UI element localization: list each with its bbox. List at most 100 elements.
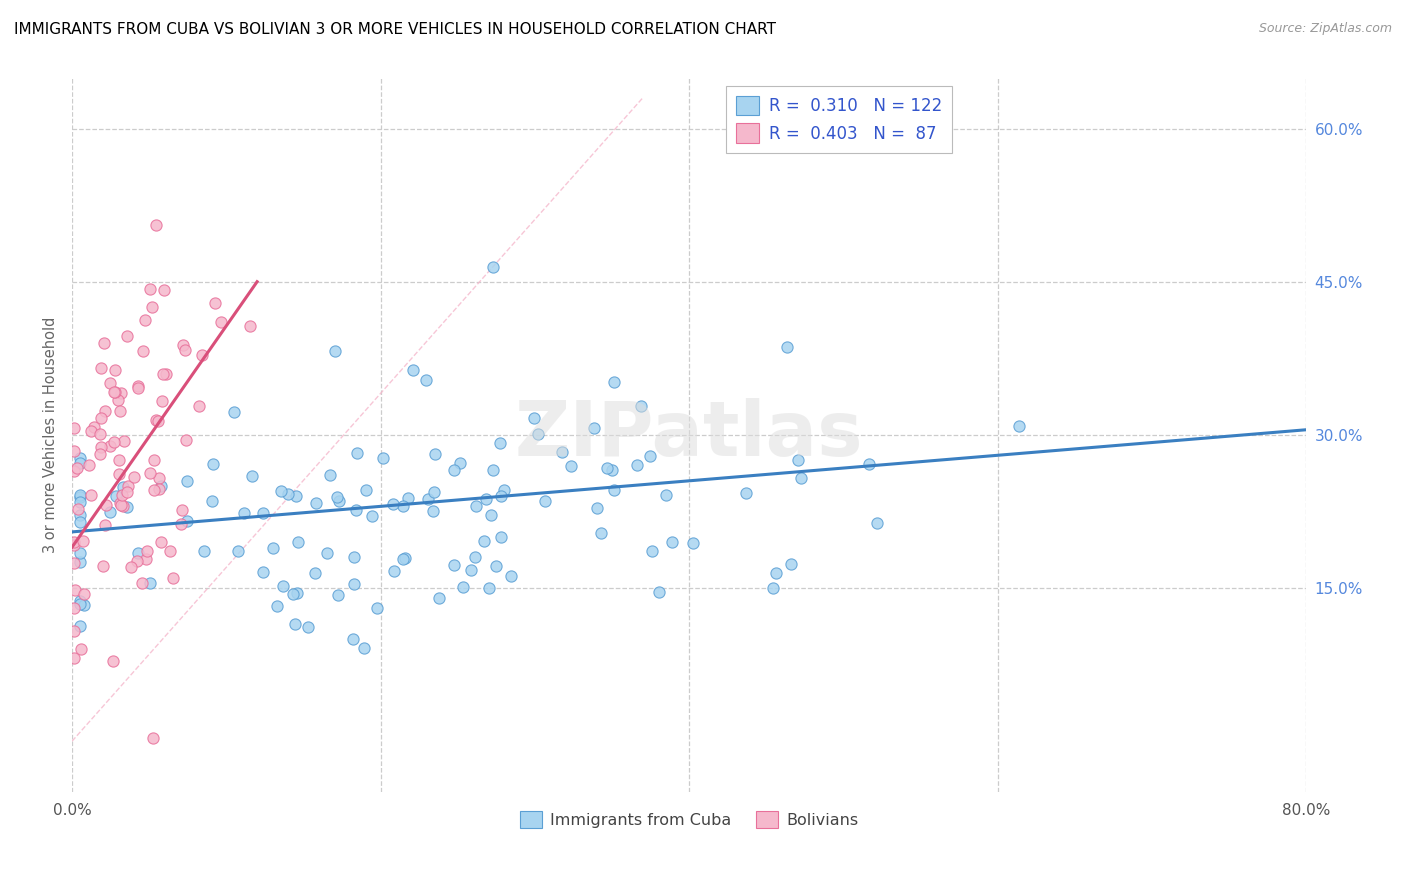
Point [304,566,326,581]
Point [127,546,149,560]
Point [70,641,93,656]
Point [62,624,84,639]
Point [108,453,131,467]
Point [382,498,405,512]
Point [90,411,112,425]
Point [141,301,163,315]
Point [391,552,413,566]
Point [66,461,89,475]
Point [176,514,198,528]
Point [281,587,304,601]
Point [131,576,153,591]
Point [478,581,501,595]
Point [80,488,103,502]
Point [69,598,91,612]
Point [285,586,308,600]
Point [98,376,121,390]
Point [77,458,100,472]
Point [285,489,308,503]
Point [451,581,474,595]
Point [262,541,284,556]
Point [489,489,512,503]
Point [284,617,307,632]
Point [319,468,342,483]
Point [170,502,193,516]
Point [344,502,367,516]
Point [93,335,115,350]
Point [142,453,165,467]
Point [328,493,350,508]
Point [108,403,131,417]
Point [63,582,86,597]
Point [104,363,127,377]
Point [464,550,486,565]
Point [586,501,609,516]
Point [443,558,465,572]
Point [111,480,134,494]
Point [132,343,155,358]
Point [155,367,177,381]
Point [98,505,121,519]
Point [176,433,198,447]
Point [69,619,91,633]
Point [252,506,274,520]
Point [103,434,125,449]
Point [162,571,184,585]
Point [489,530,512,544]
Point [297,620,319,634]
Point [661,535,683,549]
Point [342,577,364,591]
Point [371,451,394,466]
Point [582,421,605,435]
Point [603,375,626,389]
Point [202,458,225,472]
Point [494,483,516,497]
Point [762,581,785,595]
Point [110,498,132,512]
Point [422,504,444,518]
Point [488,435,510,450]
Point [90,441,112,455]
Point [69,451,91,466]
Point [534,494,557,508]
Point [98,440,121,454]
Point [143,483,166,498]
Point [117,485,139,500]
Point [780,557,803,571]
Point [655,487,678,501]
Point [427,591,450,605]
Point [62,538,84,552]
Point [159,543,181,558]
Point [120,559,142,574]
Point [485,558,508,573]
Point [89,427,111,442]
Point [72,533,94,548]
Point [91,559,114,574]
Point [415,373,437,387]
Point [326,490,349,504]
Point [104,384,127,399]
Point [353,641,375,656]
Point [112,434,135,449]
Text: Source: ZipAtlas.com: Source: ZipAtlas.com [1258,22,1392,36]
Point [139,576,162,591]
Point [69,594,91,608]
Point [145,413,167,427]
Point [188,399,211,413]
Point [252,565,274,579]
Point [94,404,117,418]
Point [110,488,132,502]
Point [425,447,447,461]
Point [107,392,129,407]
Point [152,367,174,381]
Point [73,587,96,601]
Point [66,502,89,516]
Point [270,484,292,499]
Y-axis label: 3 or more Vehicles in Household: 3 or more Vehicles in Household [44,317,58,553]
Point [69,490,91,504]
Point [101,654,124,668]
Point [153,284,176,298]
Point [460,563,482,577]
Point [449,456,471,470]
Point [174,343,197,358]
